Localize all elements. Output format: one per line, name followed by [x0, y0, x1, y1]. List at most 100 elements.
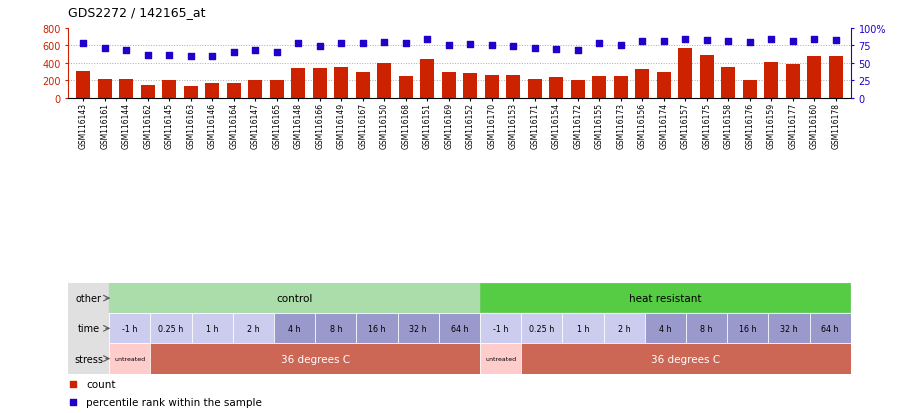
Text: 2 h: 2 h: [618, 324, 631, 333]
Text: percentile rank within the sample: percentile rank within the sample: [86, 397, 262, 407]
Bar: [291, 69, 305, 99]
Bar: [829, 57, 843, 99]
Text: -1 h: -1 h: [122, 324, 137, 333]
Bar: [686, 313, 727, 344]
Text: stress: stress: [75, 354, 103, 364]
Bar: [521, 313, 562, 344]
Point: [441, 43, 456, 50]
Point: [377, 40, 391, 46]
Bar: [727, 313, 768, 344]
Point: [66, 399, 80, 406]
Text: GDS2272 / 142165_at: GDS2272 / 142165_at: [68, 6, 206, 19]
Bar: [592, 77, 606, 99]
Bar: [603, 313, 645, 344]
Bar: [378, 64, 391, 99]
Bar: [399, 76, 413, 99]
Bar: [97, 79, 112, 99]
Point: [613, 43, 628, 50]
Bar: [550, 78, 563, 99]
Text: control: control: [277, 293, 313, 304]
Bar: [678, 48, 693, 99]
Point: [291, 41, 306, 47]
Bar: [192, 313, 233, 344]
Point: [484, 42, 499, 49]
Text: 0.25 h: 0.25 h: [158, 324, 184, 333]
Point: [66, 381, 80, 387]
Bar: [398, 313, 439, 344]
Text: 0.25 h: 0.25 h: [530, 324, 554, 333]
Bar: [635, 70, 650, 99]
Text: 36 degrees C: 36 degrees C: [280, 354, 349, 364]
Point: [764, 37, 779, 43]
Bar: [506, 76, 521, 99]
Point: [678, 37, 693, 43]
Point: [269, 50, 284, 57]
Bar: [68, 283, 109, 313]
Bar: [274, 313, 315, 344]
Bar: [313, 69, 327, 99]
Bar: [480, 344, 521, 374]
Bar: [442, 73, 456, 99]
Point: [184, 53, 198, 60]
Bar: [334, 68, 349, 99]
Point: [700, 38, 714, 44]
Point: [549, 47, 563, 53]
Text: 4 h: 4 h: [659, 324, 672, 333]
Bar: [439, 313, 480, 344]
Bar: [141, 85, 155, 99]
Bar: [233, 313, 274, 344]
Bar: [485, 76, 499, 99]
Text: 32 h: 32 h: [410, 324, 427, 333]
Point: [399, 41, 413, 47]
Point: [592, 41, 607, 47]
Point: [119, 48, 134, 55]
Point: [248, 48, 263, 55]
Point: [743, 40, 757, 46]
Text: 4 h: 4 h: [288, 324, 301, 333]
Point: [528, 45, 542, 52]
Text: untreated: untreated: [115, 356, 146, 361]
Point: [227, 49, 241, 56]
Bar: [315, 313, 357, 344]
Point: [312, 44, 327, 50]
Bar: [480, 313, 521, 344]
Bar: [119, 79, 133, 99]
Bar: [700, 56, 713, 99]
Point: [656, 38, 671, 45]
Text: 8 h: 8 h: [701, 324, 713, 333]
Text: 16 h: 16 h: [739, 324, 756, 333]
Bar: [722, 68, 735, 99]
Bar: [227, 84, 241, 99]
Text: 64 h: 64 h: [450, 324, 468, 333]
Bar: [521, 344, 851, 374]
Point: [205, 53, 219, 60]
Text: count: count: [86, 379, 116, 389]
Bar: [109, 313, 150, 344]
Bar: [463, 74, 477, 99]
Text: -1 h: -1 h: [493, 324, 509, 333]
Bar: [807, 57, 822, 99]
Point: [721, 38, 735, 45]
Bar: [786, 64, 800, 99]
Point: [828, 38, 843, 44]
Bar: [528, 80, 541, 99]
Text: untreated: untreated: [485, 356, 516, 361]
Bar: [109, 283, 480, 313]
Bar: [109, 344, 150, 374]
Point: [635, 38, 650, 45]
Text: 36 degrees C: 36 degrees C: [652, 354, 721, 364]
Bar: [420, 59, 434, 99]
Text: 1 h: 1 h: [577, 324, 590, 333]
Text: heat resistant: heat resistant: [629, 293, 702, 304]
Bar: [269, 80, 284, 99]
Bar: [76, 71, 90, 99]
Bar: [764, 62, 778, 99]
Text: 8 h: 8 h: [329, 324, 342, 333]
Bar: [356, 72, 369, 99]
Point: [571, 48, 585, 55]
Bar: [645, 313, 686, 344]
Text: 2 h: 2 h: [248, 324, 259, 333]
Bar: [357, 313, 398, 344]
Bar: [562, 313, 603, 344]
Bar: [150, 313, 192, 344]
